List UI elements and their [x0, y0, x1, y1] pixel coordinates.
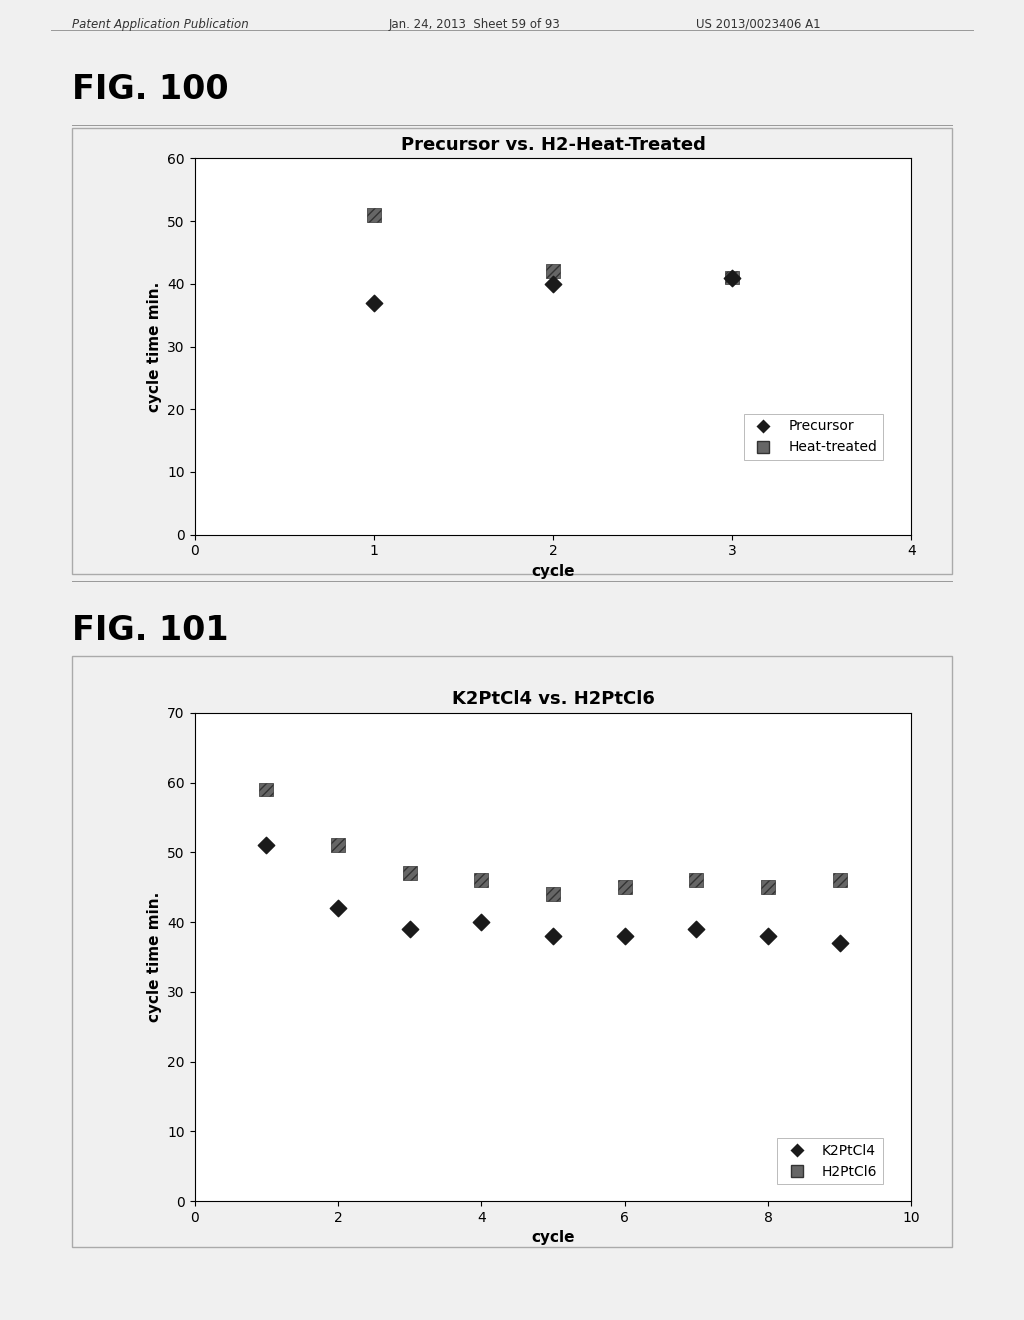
Point — [330, 834, 346, 855]
Text: US 2013/0023406 A1: US 2013/0023406 A1 — [696, 17, 821, 30]
X-axis label: cycle: cycle — [531, 1230, 574, 1246]
Text: Jan. 24, 2013  Sheet 59 of 93: Jan. 24, 2013 Sheet 59 of 93 — [389, 17, 561, 30]
Point — [688, 870, 705, 891]
Point — [366, 205, 382, 226]
Y-axis label: cycle time min.: cycle time min. — [146, 281, 162, 412]
Point — [545, 261, 561, 282]
Point — [724, 267, 740, 288]
Point — [401, 863, 418, 884]
Point — [616, 925, 633, 946]
Point — [401, 919, 418, 940]
Point — [545, 273, 561, 294]
Point — [760, 876, 776, 898]
Point — [473, 912, 489, 933]
Point — [258, 779, 274, 800]
Text: FIG. 101: FIG. 101 — [72, 614, 228, 647]
Point — [760, 925, 776, 946]
Text: FIG. 100: FIG. 100 — [72, 73, 228, 106]
Point — [545, 925, 561, 946]
Point — [473, 870, 489, 891]
Point — [545, 883, 561, 904]
X-axis label: cycle: cycle — [531, 564, 574, 579]
Title: Precursor vs. H2-Heat-Treated: Precursor vs. H2-Heat-Treated — [400, 136, 706, 154]
Y-axis label: cycle time min.: cycle time min. — [146, 892, 162, 1022]
Legend: Precursor, Heat-treated: Precursor, Heat-treated — [744, 414, 883, 459]
Point — [831, 870, 848, 891]
Title: K2PtCl4 vs. H2PtCl6: K2PtCl4 vs. H2PtCl6 — [452, 690, 654, 709]
Legend: K2PtCl4, H2PtCl6: K2PtCl4, H2PtCl6 — [777, 1138, 883, 1184]
Point — [724, 267, 740, 288]
Point — [688, 919, 705, 940]
Text: Patent Application Publication: Patent Application Publication — [72, 17, 249, 30]
Point — [616, 876, 633, 898]
Point — [366, 292, 382, 313]
Point — [831, 932, 848, 953]
Point — [258, 834, 274, 855]
Point — [330, 898, 346, 919]
